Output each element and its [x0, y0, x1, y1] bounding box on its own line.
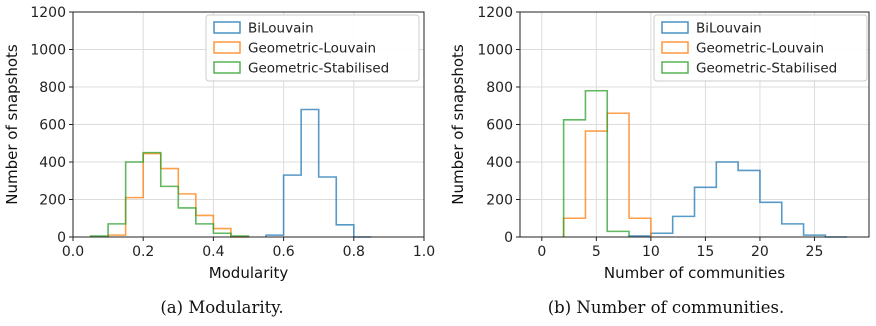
x-tick-label: 0.4	[202, 244, 224, 260]
legend-box	[205, 14, 420, 82]
histogram-series-geometric-stabilised	[89, 151, 250, 237]
legend-swatch	[661, 41, 689, 54]
legend-swatch	[661, 21, 689, 34]
y-tick-label: 400	[486, 155, 513, 171]
y-tick-label: 1000	[477, 43, 513, 59]
y-tick-label: 800	[486, 80, 513, 96]
y-tick-label: 600	[39, 118, 66, 134]
histogram-series-geometric-stabilised	[562, 89, 630, 237]
y-axis-label: Number of snapshots	[449, 44, 467, 205]
y-tick-label: 1200	[477, 5, 513, 21]
legend: BiLouvain Geometric-Louvain Geometric-Stab…	[205, 14, 420, 82]
histogram-series-bilouvain	[265, 108, 372, 238]
y-tick-label: 0	[57, 230, 66, 246]
legend-label: Geometric-Louvain	[248, 41, 376, 57]
legend-label: Geometric-Louvain	[696, 41, 824, 57]
y-tick-label: 200	[486, 193, 513, 209]
histogram-series-bilouvain	[628, 161, 848, 238]
legend-swatch	[213, 21, 241, 34]
y-tick-label: 400	[39, 155, 66, 171]
x-tick-label: 25	[806, 244, 824, 260]
legend: BiLouvain Geometric-Louvain Geometric-Stab…	[653, 14, 868, 82]
x-tick-label: 0.8	[343, 244, 365, 260]
legend-box	[653, 14, 868, 82]
legend-label: BiLouvain	[696, 21, 762, 37]
legend-swatch	[213, 61, 241, 74]
y-tick-label: 600	[486, 118, 513, 134]
figure-caption: (b) Number of communities.	[548, 298, 785, 317]
x-tick-label: 5	[592, 244, 601, 260]
x-tick-label: 0.0	[62, 244, 84, 260]
figure-caption: (a) Modularity.	[160, 298, 283, 317]
legend-label: Geometric-Stabilised	[696, 61, 837, 77]
x-tick-label: 20	[751, 244, 769, 260]
y-tick-label: 1200	[30, 5, 66, 21]
x-tick-label: 10	[642, 244, 660, 260]
y-tick-label: 200	[39, 193, 66, 209]
x-tick-label: 0	[537, 244, 546, 260]
x-tick-label: 0.2	[132, 244, 154, 260]
y-tick-label: 0	[504, 230, 513, 246]
chart-number-of-communities: 0 5 10 15 20 25 0 200 400 600 800 1000 1200 Number of…	[449, 5, 870, 317]
legend-label: Geometric-Stabilised	[248, 61, 389, 77]
x-axis-label: Number of communities	[604, 264, 785, 282]
x-tick-label: 1.0	[413, 244, 435, 260]
legend-swatch	[661, 61, 689, 74]
x-tick-label: 15	[696, 244, 714, 260]
y-tick-label: 800	[39, 80, 66, 96]
x-tick-label: 0.6	[272, 244, 294, 260]
x-axis-label: Modularity	[209, 264, 289, 282]
y-tick-label: 1000	[30, 43, 66, 59]
legend-label: BiLouvain	[248, 21, 314, 37]
legend-swatch	[213, 41, 241, 54]
chart-modularity: 0.0 0.2 0.4 0.6 0.8 1.0 0 200 400 600 800 1000 1200 M…	[3, 5, 435, 317]
y-axis-label: Number of snapshots	[3, 44, 21, 205]
